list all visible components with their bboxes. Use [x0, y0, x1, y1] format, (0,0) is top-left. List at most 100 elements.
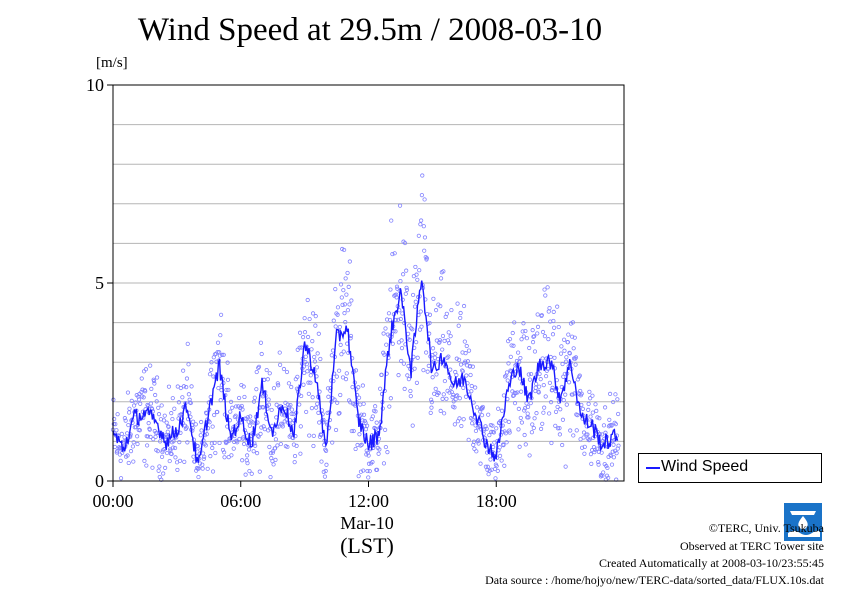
data-point	[488, 457, 493, 462]
data-point	[123, 418, 128, 423]
data-point	[199, 419, 204, 425]
data-point	[533, 385, 538, 390]
data-point	[249, 471, 254, 476]
data-point	[153, 392, 158, 398]
data-point	[503, 418, 508, 423]
data-point	[611, 455, 617, 460]
data-point	[613, 421, 618, 427]
data-point	[419, 192, 424, 198]
data-point	[566, 380, 572, 385]
data-point	[171, 439, 176, 444]
data-point	[138, 401, 143, 406]
data-point	[266, 402, 272, 407]
data-point	[253, 443, 258, 448]
data-point	[514, 358, 520, 364]
data-point	[457, 416, 462, 421]
data-point	[338, 342, 343, 347]
data-point	[181, 384, 187, 389]
data-point	[409, 326, 414, 331]
data-point	[149, 407, 155, 412]
data-point	[363, 427, 369, 432]
data-point	[535, 331, 540, 336]
data-point	[231, 446, 236, 451]
data-point	[210, 469, 216, 474]
data-point	[308, 380, 313, 385]
data-point	[463, 359, 468, 364]
data-point	[142, 458, 147, 463]
data-point	[614, 451, 619, 456]
data-point	[508, 354, 513, 359]
data-point	[307, 316, 312, 322]
data-point	[419, 218, 424, 223]
data-point	[285, 444, 290, 450]
data-point	[466, 348, 472, 353]
data-point	[382, 352, 387, 357]
data-point	[315, 351, 320, 356]
data-point	[410, 423, 415, 428]
data-point	[347, 302, 352, 307]
data-point	[580, 406, 585, 411]
data-point	[461, 417, 466, 422]
data-point	[245, 415, 251, 420]
series-line-path	[112, 280, 619, 463]
data-point	[323, 448, 329, 453]
data-point	[209, 360, 214, 365]
data-point	[463, 351, 468, 356]
data-point	[613, 392, 618, 397]
data-point	[392, 251, 397, 256]
data-point	[374, 467, 380, 472]
data-point	[526, 372, 531, 377]
data-point	[306, 391, 311, 396]
data-point	[233, 404, 239, 409]
data-point	[384, 342, 389, 347]
data-point	[401, 361, 406, 366]
data-point	[564, 355, 569, 360]
data-point	[334, 374, 339, 379]
data-point	[536, 390, 541, 395]
data-point	[366, 453, 371, 458]
data-point	[529, 430, 534, 435]
x-axis-date-label: Mar-10	[340, 513, 394, 533]
data-point	[169, 411, 174, 416]
data-point	[531, 425, 536, 431]
data-point	[305, 297, 310, 303]
data-point	[222, 455, 227, 460]
data-point	[376, 451, 381, 456]
data-point	[552, 355, 557, 360]
data-point	[406, 377, 411, 382]
data-point	[474, 449, 479, 454]
data-point	[166, 384, 172, 389]
data-point	[414, 272, 419, 277]
data-point	[512, 320, 517, 325]
data-point	[410, 292, 416, 298]
data-point	[267, 444, 272, 450]
data-point	[141, 395, 146, 400]
data-point	[340, 375, 346, 380]
data-point	[115, 449, 120, 454]
data-point	[428, 410, 433, 415]
data-point	[312, 354, 317, 360]
data-point	[551, 309, 556, 314]
data-point	[399, 358, 404, 364]
data-point	[329, 353, 334, 358]
data-point	[193, 422, 198, 427]
data-point	[306, 380, 311, 385]
data-point	[129, 398, 134, 404]
data-point	[553, 423, 558, 428]
data-point	[220, 447, 226, 453]
data-point	[213, 450, 218, 456]
data-point	[447, 390, 452, 395]
data-point	[349, 428, 354, 434]
data-point	[479, 413, 485, 418]
data-point	[507, 428, 512, 433]
data-point	[310, 311, 316, 316]
data-point	[280, 424, 285, 429]
data-point	[418, 222, 423, 227]
data-point	[218, 312, 224, 317]
data-point	[457, 396, 462, 401]
data-point	[225, 377, 231, 382]
data-point	[455, 393, 460, 398]
data-point	[393, 329, 398, 334]
chart-title: Wind Speed at 29.5m / 2008-03-10	[137, 12, 603, 48]
data-point	[609, 462, 615, 467]
